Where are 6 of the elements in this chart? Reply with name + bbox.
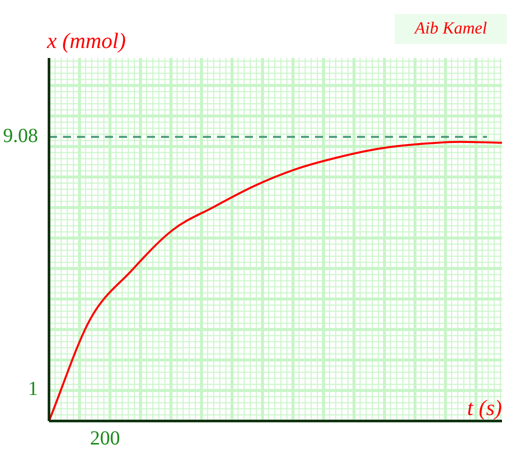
y-axis-title: x (mmol) [46, 28, 126, 53]
y-tick-label: 1 [28, 378, 38, 400]
x-axis-title: t (s) [467, 395, 502, 420]
text: Aib Kamel [414, 18, 488, 38]
y-tick-label: 9.08 [3, 125, 38, 148]
text: 200 [90, 427, 120, 450]
